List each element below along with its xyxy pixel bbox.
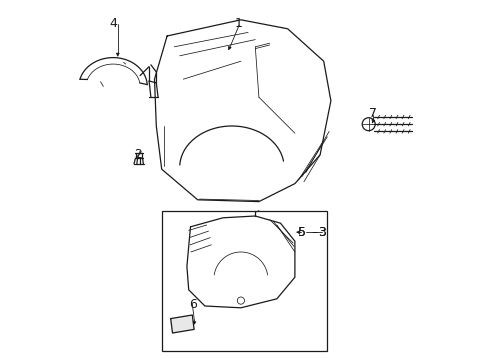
Text: 3: 3 [317, 226, 325, 239]
Text: 7: 7 [368, 107, 377, 120]
Text: 3: 3 [317, 226, 325, 239]
Polygon shape [154, 20, 330, 202]
Polygon shape [186, 216, 294, 308]
Text: 6: 6 [189, 298, 197, 311]
Text: 4: 4 [109, 17, 117, 30]
Polygon shape [170, 315, 194, 333]
Bar [162, 211, 326, 351]
Text: 2: 2 [134, 148, 142, 161]
Text: 5: 5 [298, 226, 305, 239]
Text: 5: 5 [298, 226, 305, 239]
Text: 1: 1 [235, 17, 243, 30]
Text: –: – [311, 226, 317, 239]
